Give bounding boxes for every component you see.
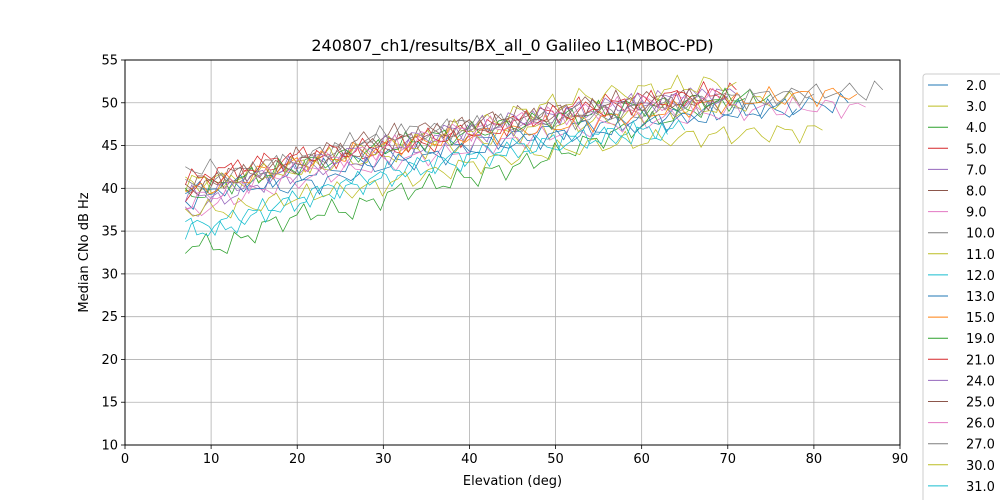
x-tick-label: 40 (461, 452, 478, 467)
legend-label: 25.0 (966, 396, 995, 411)
x-tick-label: 80 (806, 452, 823, 467)
series-line-19.0 (185, 87, 746, 198)
x-axis-label: Elevation (deg) (463, 474, 562, 489)
x-tick-label: 0 (121, 452, 129, 467)
legend-label: 4.0 (966, 121, 987, 136)
series-line-2.0 (185, 98, 797, 196)
legend-label: 10.0 (966, 227, 995, 242)
y-tick-label: 40 (101, 182, 118, 197)
y-axis-label: Median CNo dB Hz (77, 192, 92, 312)
y-tick-label: 50 (101, 96, 118, 111)
legend: 2.0 3.0 4.0 5.0 7.0 8.0 9.0 10.0 11.0 12.0 13.0 15.… (922, 73, 1000, 500)
series-line-8.0 (185, 89, 703, 193)
series-line-24.0 (184, 88, 729, 203)
legend-label: 13.0 (966, 290, 995, 305)
legend-label: 11.0 (966, 248, 995, 263)
legend-label: 19.0 (966, 332, 995, 347)
x-tick-label: 50 (547, 452, 564, 467)
legend-label: 21.0 (966, 353, 995, 368)
legend-label: 7.0 (966, 163, 987, 178)
series-line-4.0 (185, 88, 772, 255)
series-line-27.0 (185, 87, 815, 194)
chart-title: 240807_ch1/results/BX_all_0 Galileo L1(M… (311, 36, 713, 56)
legend-label: 31.0 (966, 480, 995, 495)
y-tick-label: 55 (101, 54, 118, 69)
legend-label: 3.0 (966, 100, 987, 115)
series-line-11.0 (184, 74, 737, 195)
legend-label: 9.0 (966, 206, 987, 221)
series-line-26.0 (185, 87, 720, 211)
legend-label: 26.0 (966, 417, 995, 432)
legend-label: 12.0 (966, 269, 995, 284)
y-tick-label: 35 (101, 225, 118, 240)
legend-label: 30.0 (966, 459, 995, 474)
y-tick-label: 25 (101, 310, 118, 325)
plot-area-frame (124, 59, 901, 446)
x-tick-label: 70 (720, 452, 737, 467)
legend-label: 24.0 (966, 374, 995, 389)
y-tick-label: 20 (101, 353, 118, 368)
y-tick-label: 45 (101, 139, 118, 154)
legend-label: 2.0 (966, 79, 987, 94)
legend-label: 27.0 (966, 438, 995, 453)
series-line-10.0 (185, 80, 884, 182)
series-line-12.0 (185, 120, 668, 237)
plot-series (184, 74, 884, 255)
y-tick-label: 30 (101, 267, 118, 282)
series-line-31.0 (184, 119, 686, 240)
y-tick-label: 15 (101, 396, 118, 411)
legend-label: 8.0 (966, 185, 987, 200)
x-tick-label: 90 (892, 452, 909, 467)
legend-label: 15.0 (966, 311, 995, 326)
series-line-15.0 (185, 85, 858, 195)
y-tick-label: 10 (101, 439, 118, 454)
x-tick-label: 30 (375, 452, 392, 467)
x-tick-label: 20 (289, 452, 306, 467)
series-line-9.0 (185, 96, 866, 217)
series-line-30.0 (185, 125, 823, 219)
legend-label: 5.0 (966, 142, 987, 157)
legend-frame (922, 73, 1000, 500)
x-tick-label: 60 (633, 452, 650, 467)
x-tick-label: 10 (203, 452, 220, 467)
